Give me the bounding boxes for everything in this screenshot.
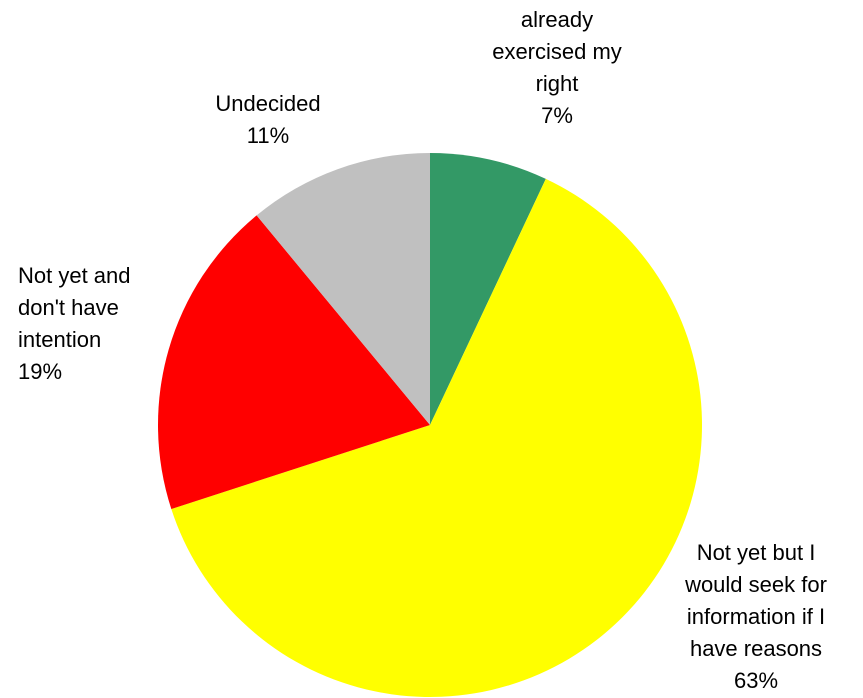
slice-label-line: already <box>521 7 593 32</box>
pie-slices <box>157 153 702 698</box>
slice-label-line: Undecided <box>215 91 320 116</box>
slice-percent-label: 7% <box>541 103 573 128</box>
pie-slice-0 <box>430 153 546 425</box>
pie-labels: already exercised my right 7% Not yet but I w… <box>18 7 827 693</box>
slice-percent-label: 19% <box>18 359 62 384</box>
pie-slice-3 <box>256 153 430 425</box>
slice-label-line: Not yet but I <box>697 540 816 565</box>
slice-label-line: Not yet and <box>18 263 131 288</box>
slice-label-3: Undecided 11% <box>215 91 320 148</box>
slice-label-line: don't have <box>18 295 119 320</box>
pie-slice-2 <box>157 215 430 510</box>
pie-slice-1 <box>171 178 702 698</box>
slice-label-line: have reasons <box>690 636 822 661</box>
slice-percent-label: 11% <box>247 123 289 148</box>
slice-label-line: intention <box>18 327 101 352</box>
slice-label-line: information if I <box>687 604 825 629</box>
slice-label-0: already exercised my right 7% <box>492 7 622 128</box>
slice-label-1: Not yet but I would seek for information i… <box>684 540 827 693</box>
slice-label-line: exercised my <box>492 39 622 64</box>
slice-label-2: Not yet and don't have intention 19% <box>18 263 131 384</box>
slice-label-line: would seek for <box>684 572 827 597</box>
slice-percent-label: 63% <box>734 668 778 693</box>
slice-label-line: right <box>536 71 579 96</box>
